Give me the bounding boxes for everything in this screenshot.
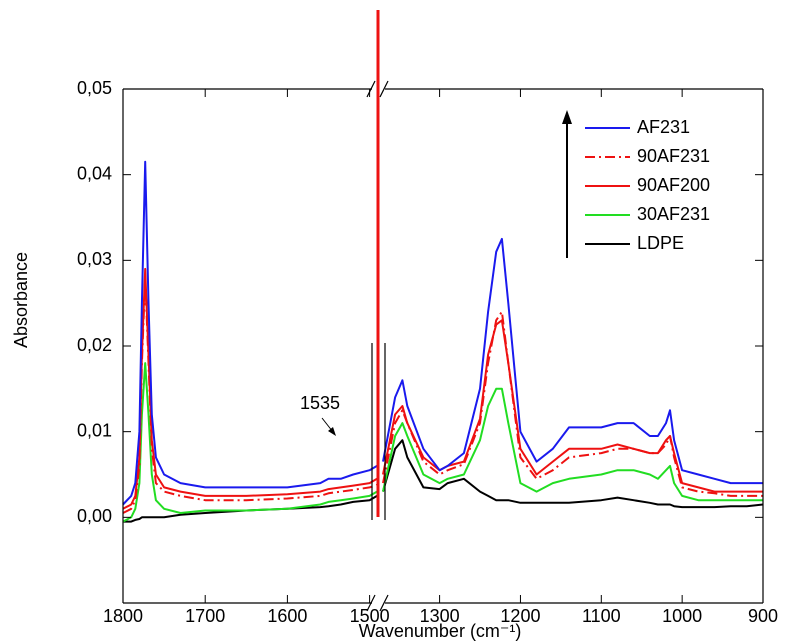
series-line — [382, 237, 763, 485]
legend-label: 90AF200 — [637, 175, 710, 195]
y-tick-label: 0,03 — [77, 249, 112, 269]
series-line — [122, 267, 378, 510]
x-tick-label: 1500 — [350, 606, 390, 626]
annotation-arrowhead — [328, 427, 336, 436]
x-tick-label: 900 — [748, 606, 778, 626]
x-tick-label: 1200 — [500, 606, 540, 626]
legend-label: 90AF231 — [637, 146, 710, 166]
annotation: 1535 — [300, 393, 340, 413]
legend-label: 30AF231 — [637, 204, 710, 224]
x-tick-label: 1800 — [103, 606, 143, 626]
legend-label: AF231 — [637, 117, 690, 137]
series-line — [122, 160, 378, 506]
x-axis-title: Wavenumber (cm⁻¹) — [359, 621, 522, 641]
series-line — [122, 276, 378, 514]
series-line — [382, 439, 764, 509]
y-tick-label: 0,02 — [77, 335, 112, 355]
break-mark — [366, 80, 376, 98]
x-tick-label: 1300 — [420, 606, 460, 626]
plot-area — [122, 160, 764, 523]
series-line — [382, 387, 763, 502]
series-line — [382, 310, 763, 497]
series-line — [122, 362, 378, 523]
break-mark — [366, 594, 376, 612]
legend-label: LDPE — [637, 233, 684, 253]
y-tick-label: 0,04 — [77, 163, 112, 183]
break-mark — [379, 594, 389, 612]
y-tick-label: 0,05 — [77, 78, 112, 98]
y-tick-label: 0,00 — [77, 506, 112, 526]
x-tick-label: 1100 — [582, 606, 621, 626]
y-tick-label: 0,01 — [77, 420, 112, 440]
x-tick-label: 1000 — [662, 606, 702, 626]
series-line — [123, 495, 378, 523]
x-tick-label: 1600 — [267, 606, 307, 626]
break-mark — [379, 80, 389, 98]
x-tick-label: 1700 — [185, 606, 225, 626]
y-axis-title: Absorbance — [11, 252, 31, 348]
series-line — [382, 319, 763, 493]
trend-arrowhead — [562, 110, 572, 124]
